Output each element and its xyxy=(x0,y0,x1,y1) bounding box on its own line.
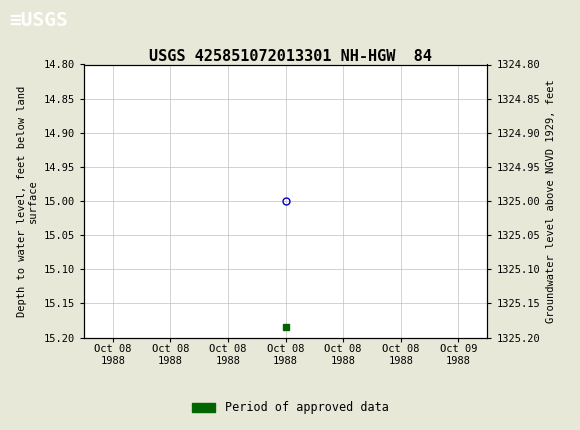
Y-axis label: Depth to water level, feet below land
surface: Depth to water level, feet below land su… xyxy=(17,86,38,316)
Text: USGS 425851072013301 NH-HGW  84: USGS 425851072013301 NH-HGW 84 xyxy=(148,49,432,64)
Y-axis label: Groundwater level above NGVD 1929, feet: Groundwater level above NGVD 1929, feet xyxy=(546,79,556,323)
Text: ≡USGS: ≡USGS xyxy=(9,11,67,30)
Legend: Period of approved data: Period of approved data xyxy=(187,396,393,419)
